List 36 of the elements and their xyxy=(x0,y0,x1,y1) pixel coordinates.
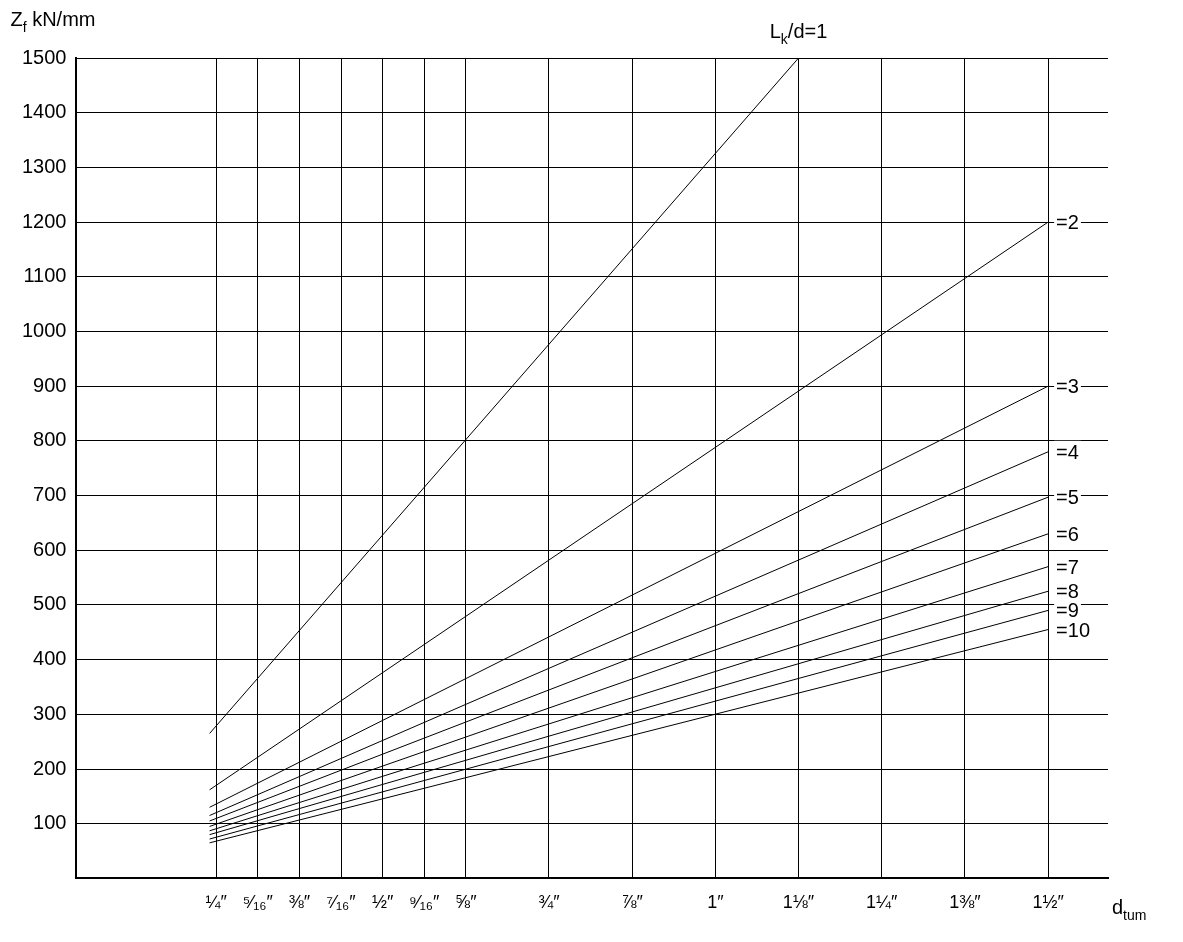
series-label: =4 xyxy=(1056,440,1079,463)
y-tick-label: 1500 xyxy=(21,45,67,68)
x-tick-label: ⅜″ xyxy=(288,892,311,913)
x-tick-label: ⁷⁄₁₆″ xyxy=(326,892,357,913)
x-tick-label: 1⅛″ xyxy=(782,892,815,913)
y-tick-label: 500 xyxy=(33,592,67,615)
x-tick-label: 1⅜″ xyxy=(949,892,982,913)
series-label: =2 xyxy=(1056,211,1079,234)
y-tick-label: 300 xyxy=(33,701,67,724)
y-tick-label: 1000 xyxy=(21,318,67,341)
y-tick-label: 600 xyxy=(33,537,67,560)
x-tick-label: ⁵⁄₁₆″ xyxy=(242,892,274,913)
x-tick-label: ⁹⁄₁₆″ xyxy=(409,892,441,913)
y-tick-label: 800 xyxy=(33,428,67,451)
y-tick-label: 1200 xyxy=(21,209,67,232)
y-tick-label: 700 xyxy=(33,483,67,506)
y-tick-label: 200 xyxy=(33,756,67,779)
y-tick-label: 400 xyxy=(33,647,67,670)
x-tick-label: 1″ xyxy=(707,892,725,913)
x-tick-label: 1½″ xyxy=(1032,892,1065,913)
x-tick-label: ⅞″ xyxy=(621,892,644,913)
y-tick-label: 900 xyxy=(33,373,67,396)
series-label: =9 xyxy=(1056,599,1079,622)
y-tick-label: 1300 xyxy=(21,154,67,177)
x-tick-label: ½″ xyxy=(371,892,394,913)
x-tick-label: ¼″ xyxy=(205,892,228,913)
x-tick-label: ⅝″ xyxy=(455,892,478,913)
y-tick-label: 1100 xyxy=(23,264,67,287)
x-tick-label: ¾″ xyxy=(538,892,561,913)
series-label: =7 xyxy=(1056,555,1079,578)
series-label: =5 xyxy=(1056,486,1079,509)
y-tick-label: 1400 xyxy=(21,100,67,123)
series-label: =3 xyxy=(1056,375,1079,398)
y-tick-label: 100 xyxy=(33,811,67,834)
series-label: =6 xyxy=(1056,522,1079,545)
x-tick-label: 1¼″ xyxy=(866,892,899,913)
